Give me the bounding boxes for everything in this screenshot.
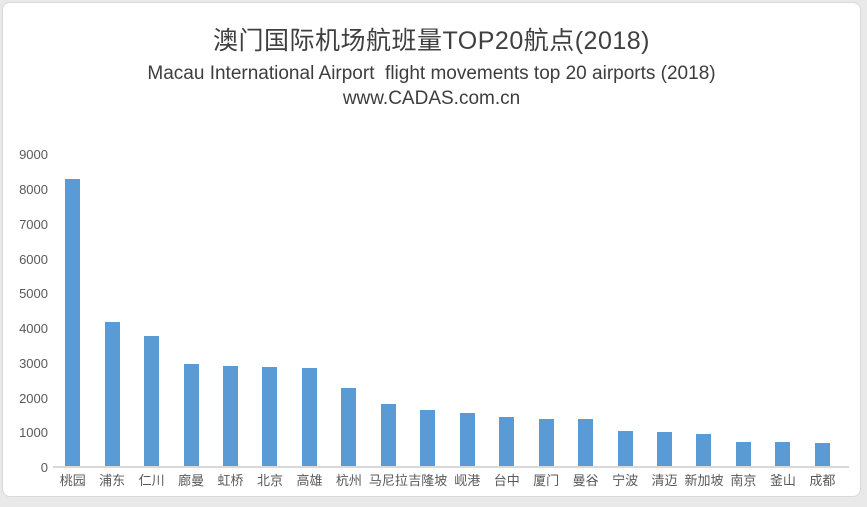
- x-axis-label: 曼谷: [572, 473, 599, 488]
- bar-slot: [408, 153, 447, 466]
- bar: [183, 364, 199, 466]
- y-axis-tick-label: 8000: [19, 181, 48, 197]
- y-axis-tick-label: 6000: [19, 251, 48, 267]
- bar-slot: [526, 153, 565, 466]
- x-axis-label: 廊曼: [178, 473, 205, 488]
- x-axis-label: 釜山: [769, 473, 796, 488]
- x-axis-label: 新加坡: [684, 473, 724, 488]
- x-axis-label: 虹桥: [217, 473, 244, 488]
- y-axis-tick-label: 3000: [19, 355, 48, 371]
- bar-slot: [329, 153, 368, 466]
- bar: [735, 442, 751, 466]
- bar: [617, 431, 633, 466]
- bar-slot: [290, 153, 329, 466]
- bar: [578, 419, 594, 466]
- bar: [775, 442, 791, 466]
- y-axis-tick-label: 1000: [19, 425, 48, 441]
- y-axis-tick-label: 9000: [19, 147, 48, 163]
- bar-slot: [132, 153, 171, 466]
- bar: [696, 434, 712, 466]
- bar: [144, 336, 160, 466]
- bar: [223, 366, 239, 466]
- bar: [657, 432, 673, 466]
- bar: [341, 388, 357, 466]
- x-axis-label: 浦东: [99, 473, 126, 488]
- bar-slot: [803, 153, 842, 466]
- x-axis-label: 高雄: [296, 473, 323, 488]
- x-axis-labels: 桃园 浦东 仁川 廊曼 虹桥 北京 高雄 杭州 马尼拉 吉隆坡 岘港 台中 厦门 曼谷 宁波 清迈 新加坡 南京釜…: [53, 473, 842, 489]
- chart-title: 澳门国际机场航班量TOP20航点(2018): [212, 27, 650, 55]
- bar: [262, 367, 278, 466]
- bar: [814, 443, 830, 466]
- chart-panel: 澳门国际机场航班量TOP20航点(2018) Macau Internation…: [2, 2, 861, 497]
- x-axis-label: 仁川: [138, 473, 165, 488]
- bar: [104, 322, 120, 466]
- x-axis-line: [53, 466, 849, 468]
- bar-slot: [645, 153, 684, 466]
- x-axis-label: 南京: [730, 473, 757, 488]
- x-axis-label: 杭州: [335, 473, 362, 488]
- bar-slot: [53, 153, 92, 466]
- bar-slot: [763, 153, 802, 466]
- bar-slot: [724, 153, 763, 466]
- x-axis-label: 厦门: [533, 473, 560, 488]
- x-axis-label: 成都: [809, 473, 836, 488]
- bar: [420, 410, 436, 466]
- watermark-url: www.CADAS.com.cn: [342, 88, 521, 109]
- y-axis-tick-label: 4000: [19, 321, 48, 337]
- bar-slot: [92, 153, 131, 466]
- y-axis-tick-label: 0: [40, 460, 48, 476]
- bar: [65, 179, 81, 466]
- y-axis-tick-label: 7000: [19, 216, 48, 232]
- bar-series: [53, 153, 842, 466]
- y-axis-tick-label: 5000: [19, 286, 48, 302]
- chart-subtitle: Macau International Airport flight movem…: [147, 63, 716, 84]
- x-axis-label: 北京: [256, 473, 283, 488]
- x-axis-label: 宁波: [612, 473, 639, 488]
- bar-slot: [684, 153, 723, 466]
- x-axis-label: 岘港: [454, 473, 481, 488]
- bar-slot: [566, 153, 605, 466]
- x-axis-label: 清迈: [651, 473, 678, 488]
- bar-slot: [605, 153, 644, 466]
- bar: [459, 413, 475, 466]
- bar: [301, 368, 317, 466]
- bar-slot: [211, 153, 250, 466]
- bar-slot: [369, 153, 408, 466]
- x-axis-label: 台中: [493, 473, 520, 488]
- x-axis-label: 桃园: [59, 473, 86, 488]
- x-axis-label: 吉隆坡: [408, 473, 448, 488]
- bar-slot: [171, 153, 210, 466]
- bar: [499, 417, 515, 466]
- bar: [538, 419, 554, 466]
- bar: [380, 404, 396, 466]
- bar-slot: [250, 153, 289, 466]
- bar-slot: [487, 153, 526, 466]
- y-axis-tick-label: 2000: [19, 390, 48, 406]
- bar-slot: [448, 153, 487, 466]
- x-axis-label: 马尼拉: [368, 473, 408, 488]
